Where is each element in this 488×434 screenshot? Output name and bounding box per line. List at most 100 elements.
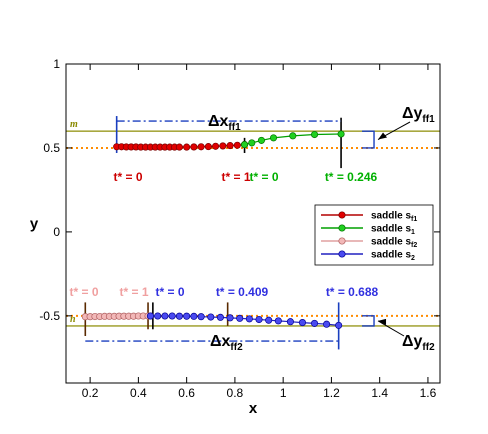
series-point-0-18 <box>212 142 220 150</box>
annotation-top-2: t* = 0 <box>249 170 278 184</box>
series-point-3-6 <box>190 312 198 320</box>
series-point-3-9 <box>216 313 224 321</box>
legend-marker-0 <box>338 211 346 219</box>
annotation-top-0: t* = 0 <box>113 170 142 184</box>
y-tick-label-2: 0.5 <box>43 141 60 155</box>
legend-entry-name-1: saddle s <box>371 224 411 235</box>
annotation-bottom-2: t* = 0 <box>155 285 184 299</box>
series-point-3-2 <box>161 312 169 320</box>
annotation-bottom-4: t* = 0.688 <box>326 285 379 299</box>
series-point-3-5 <box>183 312 191 320</box>
x-tick-label-3: 0.8 <box>227 386 244 400</box>
dy-ff2-label-sub: ff2 <box>422 342 435 353</box>
series-point-0-13 <box>175 143 183 151</box>
dy-ff2-label: Δyff2 <box>402 333 435 353</box>
series-point-3-18 <box>310 319 319 327</box>
series-point-0-15 <box>190 143 198 151</box>
series-point-3-16 <box>286 318 294 326</box>
legend-marker-3 <box>338 250 346 258</box>
series-point-1-0 <box>241 141 249 149</box>
legend-entry-sub-3: 2 <box>411 255 415 262</box>
annotation-top-1: t* = 1 <box>221 170 250 184</box>
dx-ff2-label-sub: ff2 <box>230 342 243 353</box>
series-point-3-14 <box>265 316 273 324</box>
reference-line-label-3: n <box>70 314 76 325</box>
dy-ff1-label: Δyff1 <box>402 105 435 125</box>
series-point-3-13 <box>255 315 263 324</box>
series-point-0-16 <box>197 143 205 151</box>
reference-line-label-0: m <box>70 119 78 130</box>
series-point-1-1 <box>248 139 256 147</box>
x-tick-label-6: 1.4 <box>371 386 388 400</box>
series-point-1-5 <box>310 130 319 139</box>
series-point-3-20 <box>335 321 343 329</box>
dx-ff1-label-main: Δx <box>208 113 229 130</box>
dy-ff2-arrowhead <box>378 318 387 325</box>
annotation-bottom-1: t* = 1 <box>119 285 148 299</box>
dx-ff2-label: Δxff2 <box>210 333 243 353</box>
series-point-0-14 <box>183 143 191 151</box>
dy-ff2-label-main: Δy <box>402 333 423 350</box>
series-point-3-4 <box>175 312 183 320</box>
series-point-0-17 <box>204 143 212 151</box>
series-point-3-10 <box>226 314 234 322</box>
dy-ff1-bracket <box>362 130 375 149</box>
dy-ff2-bracket <box>362 315 375 327</box>
series-point-3-1 <box>154 312 162 320</box>
x-tick-label-7: 1.6 <box>420 386 437 400</box>
series-point-3-17 <box>298 319 307 327</box>
legend-entry-0: saddle sf1 <box>371 211 417 224</box>
dx-ff1-label-sub: ff1 <box>228 122 241 133</box>
series-point-1-3 <box>269 134 278 142</box>
series-group <box>81 130 345 329</box>
reference-lines: mn <box>66 119 440 327</box>
dy-ff2-arrow <box>377 320 405 337</box>
y-axis-title: y <box>30 216 39 233</box>
x-tick-label-2: 0.6 <box>178 386 195 400</box>
legend-entry-3: saddle s2 <box>371 250 415 263</box>
dy-ff1-arrowhead <box>378 132 388 140</box>
plot-frame <box>65 63 441 384</box>
legend-entry-1: saddle s1 <box>371 224 415 237</box>
legend-entry-sub-0: f1 <box>411 216 417 223</box>
annotation-bottom-3: t* = 0.409 <box>216 285 269 299</box>
series-point-3-0 <box>146 312 155 320</box>
dy-ff1-label-sub: ff1 <box>422 114 435 125</box>
axes: 0.2 0.4 0.6 0.8 1 1.2 1.4 1.6 -0.5 0 0.5 1 x y <box>30 57 441 417</box>
x-axis-title: x <box>249 400 258 417</box>
x-tick-label-0: 0.2 <box>82 386 99 400</box>
series-point-0-21 <box>233 141 241 149</box>
x-tick-label-5: 1.2 <box>323 386 340 400</box>
dy-ff1-label-main: Δy <box>402 105 423 122</box>
series-point-3-3 <box>168 312 176 320</box>
legend-entry-name-0: saddle s <box>371 211 411 222</box>
legend-entry-name-3: saddle s <box>371 250 411 261</box>
annotation-bottom-0: t* = 0 <box>69 285 98 299</box>
series-point-0-19 <box>219 142 227 150</box>
dx-ff1-label: Δxff1 <box>208 113 241 133</box>
series-point-3-12 <box>245 315 253 323</box>
series-point-0-20 <box>226 142 234 150</box>
series-point-1-4 <box>289 132 297 140</box>
legend-marker-2 <box>338 237 346 245</box>
x-tick-label-4: 1 <box>280 386 287 400</box>
series-point-3-7 <box>197 313 205 321</box>
legend-marker-1 <box>338 224 346 232</box>
y-tick-label-0: -0.5 <box>39 309 60 323</box>
legend-entry-2: saddle sf2 <box>371 237 417 250</box>
series-point-1-6 <box>337 130 345 138</box>
x-tick-label-1: 0.4 <box>130 386 147 400</box>
series-point-1-2 <box>257 136 265 144</box>
y-tick-label-1: 0 <box>53 225 60 239</box>
series-point-3-15 <box>274 317 282 325</box>
series-point-3-19 <box>323 320 331 328</box>
series-point-3-8 <box>207 313 215 321</box>
legend-entry-name-2: saddle s <box>371 237 411 248</box>
dx-ff2-label-main: Δx <box>210 333 231 350</box>
y-tick-label-3: 1 <box>53 57 60 71</box>
legend-entry-sub-1: 1 <box>411 229 415 236</box>
